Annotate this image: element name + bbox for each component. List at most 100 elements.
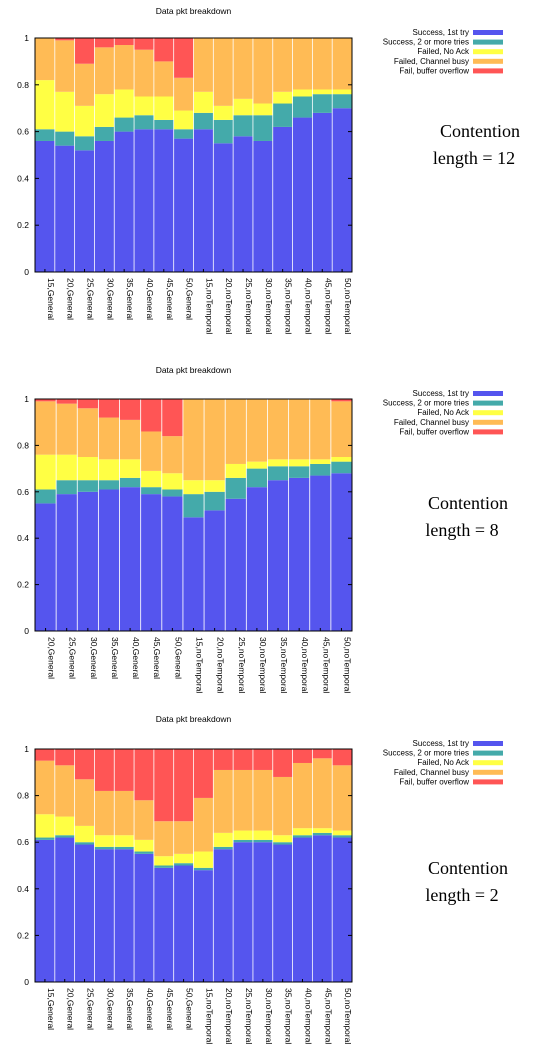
bar-segment xyxy=(246,468,268,488)
bar-segment xyxy=(332,89,352,95)
bar-segment xyxy=(56,480,77,495)
bar-segment xyxy=(119,477,141,488)
x-tick-label: 45,noTemporal xyxy=(323,278,333,334)
bar-segment xyxy=(55,91,75,132)
plot-frame xyxy=(34,37,353,273)
bar-segment xyxy=(312,758,332,829)
bar-segment xyxy=(310,459,331,464)
legend-label: Failed, No Ack xyxy=(417,758,470,767)
bar-segment xyxy=(312,749,332,759)
legend-label: Success, 2 or more tries xyxy=(383,38,469,47)
bar-segment xyxy=(289,466,310,478)
bar-segment xyxy=(119,459,141,478)
bar-segment xyxy=(233,749,253,770)
x-tick-label: 45,General xyxy=(165,988,175,1030)
x-tick-label: 50,noTemporal xyxy=(343,278,353,334)
bar-segment xyxy=(114,846,134,850)
bar-segment xyxy=(233,769,253,831)
bar-segment xyxy=(233,839,253,843)
bar-segment xyxy=(35,760,55,815)
bar-segment xyxy=(134,96,154,116)
x-tick-label: 45,General xyxy=(152,637,162,679)
bar-segment xyxy=(35,837,55,840)
bar-segment xyxy=(174,138,194,272)
legend-swatch xyxy=(473,429,503,435)
bar-segment xyxy=(75,150,95,272)
bar-segment xyxy=(154,119,174,130)
bar-segment xyxy=(35,140,55,272)
bar-segment xyxy=(289,477,310,631)
bar-segment xyxy=(141,399,162,432)
bar-segment xyxy=(292,762,312,829)
bar-segment xyxy=(174,821,194,854)
bar-segment xyxy=(233,136,253,272)
x-tick-label: 40,noTemporal xyxy=(303,278,313,334)
bar-segment xyxy=(292,837,312,982)
bar-segment xyxy=(94,849,114,982)
y-tick-label: 0.8 xyxy=(17,791,29,801)
bar-segment xyxy=(98,489,120,631)
bar-segment xyxy=(331,399,352,402)
bar-segment xyxy=(233,830,253,840)
bar-segment xyxy=(332,765,352,831)
chart-title: Data pkt breakdown xyxy=(156,714,232,724)
bar-segment xyxy=(154,867,174,982)
bar-segment xyxy=(55,131,75,146)
bar-segment xyxy=(94,126,114,141)
bar-segment xyxy=(55,765,75,817)
legend-swatch xyxy=(473,779,503,785)
x-tick-label: 20,noTemporal xyxy=(224,278,234,334)
bar-segment xyxy=(193,91,213,113)
bar-segment xyxy=(253,830,273,840)
bar-segment xyxy=(273,38,293,92)
bar-segment xyxy=(56,454,77,481)
bar-segment xyxy=(119,399,141,420)
legend-swatch xyxy=(473,760,503,766)
bar-segment xyxy=(75,38,95,64)
bar-segment xyxy=(292,38,312,90)
x-tick-label: 50,General xyxy=(185,278,195,320)
bar-segment xyxy=(233,38,253,99)
bar-segment xyxy=(98,399,120,418)
bar-segment xyxy=(193,749,213,798)
bar-segment xyxy=(141,470,162,488)
bar-segment xyxy=(174,749,194,822)
x-tick-label: 25,General xyxy=(86,278,96,320)
bar-segment xyxy=(134,800,154,840)
chart-title: Data pkt breakdown xyxy=(156,365,232,375)
bar-segment xyxy=(213,849,233,982)
bar-segment xyxy=(273,776,293,836)
bar-segment xyxy=(183,480,204,495)
x-tick-label: 25,noTemporal xyxy=(244,988,254,1044)
contention-annotation: Contention xyxy=(428,858,508,878)
bar-segment xyxy=(35,129,55,141)
bar-segment xyxy=(55,145,75,272)
y-tick-label: 0.4 xyxy=(17,884,29,894)
x-tick-label: 25,noTemporal xyxy=(244,278,254,334)
bar-segment xyxy=(114,117,134,132)
bar-segment xyxy=(183,399,204,481)
bar-segment xyxy=(114,835,134,847)
bar-segment xyxy=(56,399,77,404)
y-tick-label: 1 xyxy=(24,33,29,43)
bar-segment xyxy=(55,38,75,41)
bar-segment xyxy=(332,108,352,272)
bar-segment xyxy=(225,498,246,631)
bar-segment xyxy=(193,851,213,868)
bar-segment xyxy=(154,865,174,868)
bar-segment xyxy=(213,769,233,833)
bar-segment xyxy=(193,870,213,982)
legend-swatch xyxy=(473,419,503,425)
x-tick-label: 30,General xyxy=(105,988,115,1030)
x-tick-label: 30,noTemporal xyxy=(258,637,268,693)
x-tick-label: 40,General xyxy=(145,988,155,1030)
bar-segment xyxy=(154,821,174,857)
chart-panel-1: Data pkt breakdown 0 0.2 0.4 0.6 0.8 1 15,Gener… xyxy=(17,6,520,334)
bar-segment xyxy=(141,431,162,471)
bar-segment xyxy=(114,131,134,272)
bar-segment xyxy=(75,842,95,845)
bar-segment xyxy=(332,749,352,766)
bar-segment xyxy=(233,842,253,982)
x-tick-label: 20,noTemporal xyxy=(216,637,226,693)
bar-segment xyxy=(141,494,162,631)
